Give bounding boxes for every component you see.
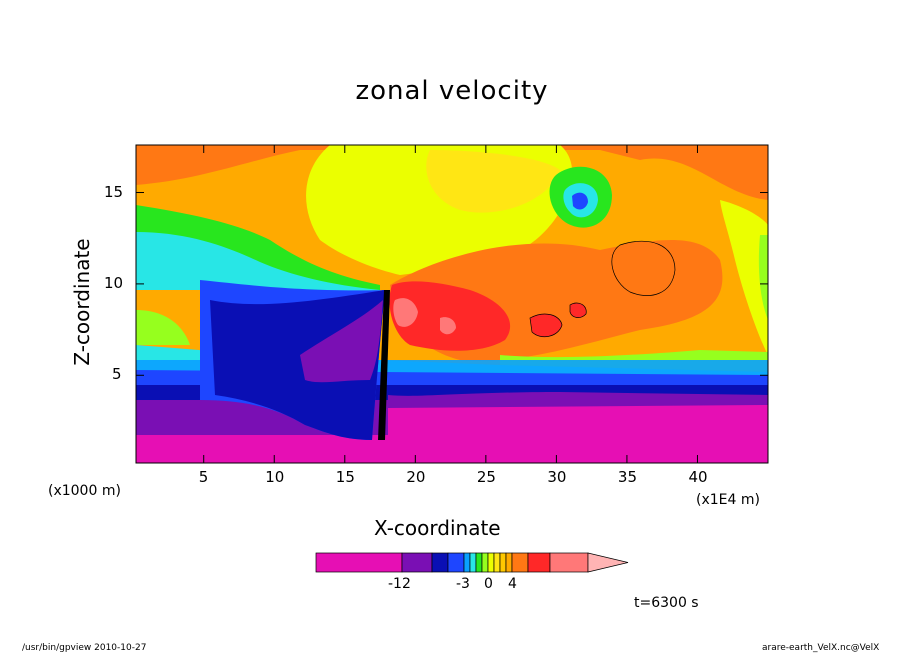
y-unit-label: (x1000 m) [48, 483, 121, 499]
footer-right: arare-earth_VelX.nc@VelX [762, 643, 880, 653]
x-tick-label: 10 [265, 468, 285, 486]
colorbar-tick-label: 0 [484, 576, 493, 592]
x-tick-label: 40 [688, 468, 708, 486]
colorbar-segment [499, 552, 507, 573]
colorbar-segment [315, 552, 403, 573]
y-tick-label: 15 [104, 182, 124, 201]
x-tick-label: 15 [335, 468, 355, 486]
colorbar-segment [511, 552, 529, 573]
colorbar-segment [447, 552, 465, 573]
y-tick-label: 10 [104, 273, 124, 292]
x-tick-label: 25 [476, 468, 496, 486]
colorbar-segment [469, 552, 477, 573]
colorbar-segment [475, 552, 483, 573]
colorbar-segment [463, 552, 471, 573]
x-unit-label: (x1E4 m) [696, 492, 760, 508]
colorbar-segment [431, 552, 449, 573]
colorbar-segment [493, 552, 501, 573]
x-tick-label: 5 [198, 468, 209, 486]
x-tick-label: 30 [547, 468, 567, 486]
x-ticks [203, 145, 698, 463]
colorbar-segment [487, 552, 495, 573]
time-label: t=6300 s [634, 595, 699, 611]
colorbar-tick-label: -12 [388, 576, 411, 592]
colorbar-segment [549, 552, 589, 573]
x-tick-label: 35 [617, 468, 638, 486]
colorbar-tick-label: -3 [456, 576, 470, 592]
colorbar-segment [401, 552, 433, 573]
colorbar-tick-label: 4 [508, 576, 517, 592]
footer-left: /usr/bin/gpview 2010-10-27 [22, 643, 147, 653]
colorbar-segment [481, 552, 489, 573]
y-ticks [136, 192, 768, 376]
velocity-field [136, 145, 768, 463]
x-axis-label: X-coordinate [374, 516, 501, 540]
chart-title: zonal velocity [355, 76, 549, 106]
colorbar-extend-arrow [587, 552, 629, 573]
y-tick-label: 5 [112, 365, 122, 384]
colorbar-segment [505, 552, 513, 573]
colorbar-segment [527, 552, 551, 573]
x-tick-label: 20 [406, 468, 426, 486]
